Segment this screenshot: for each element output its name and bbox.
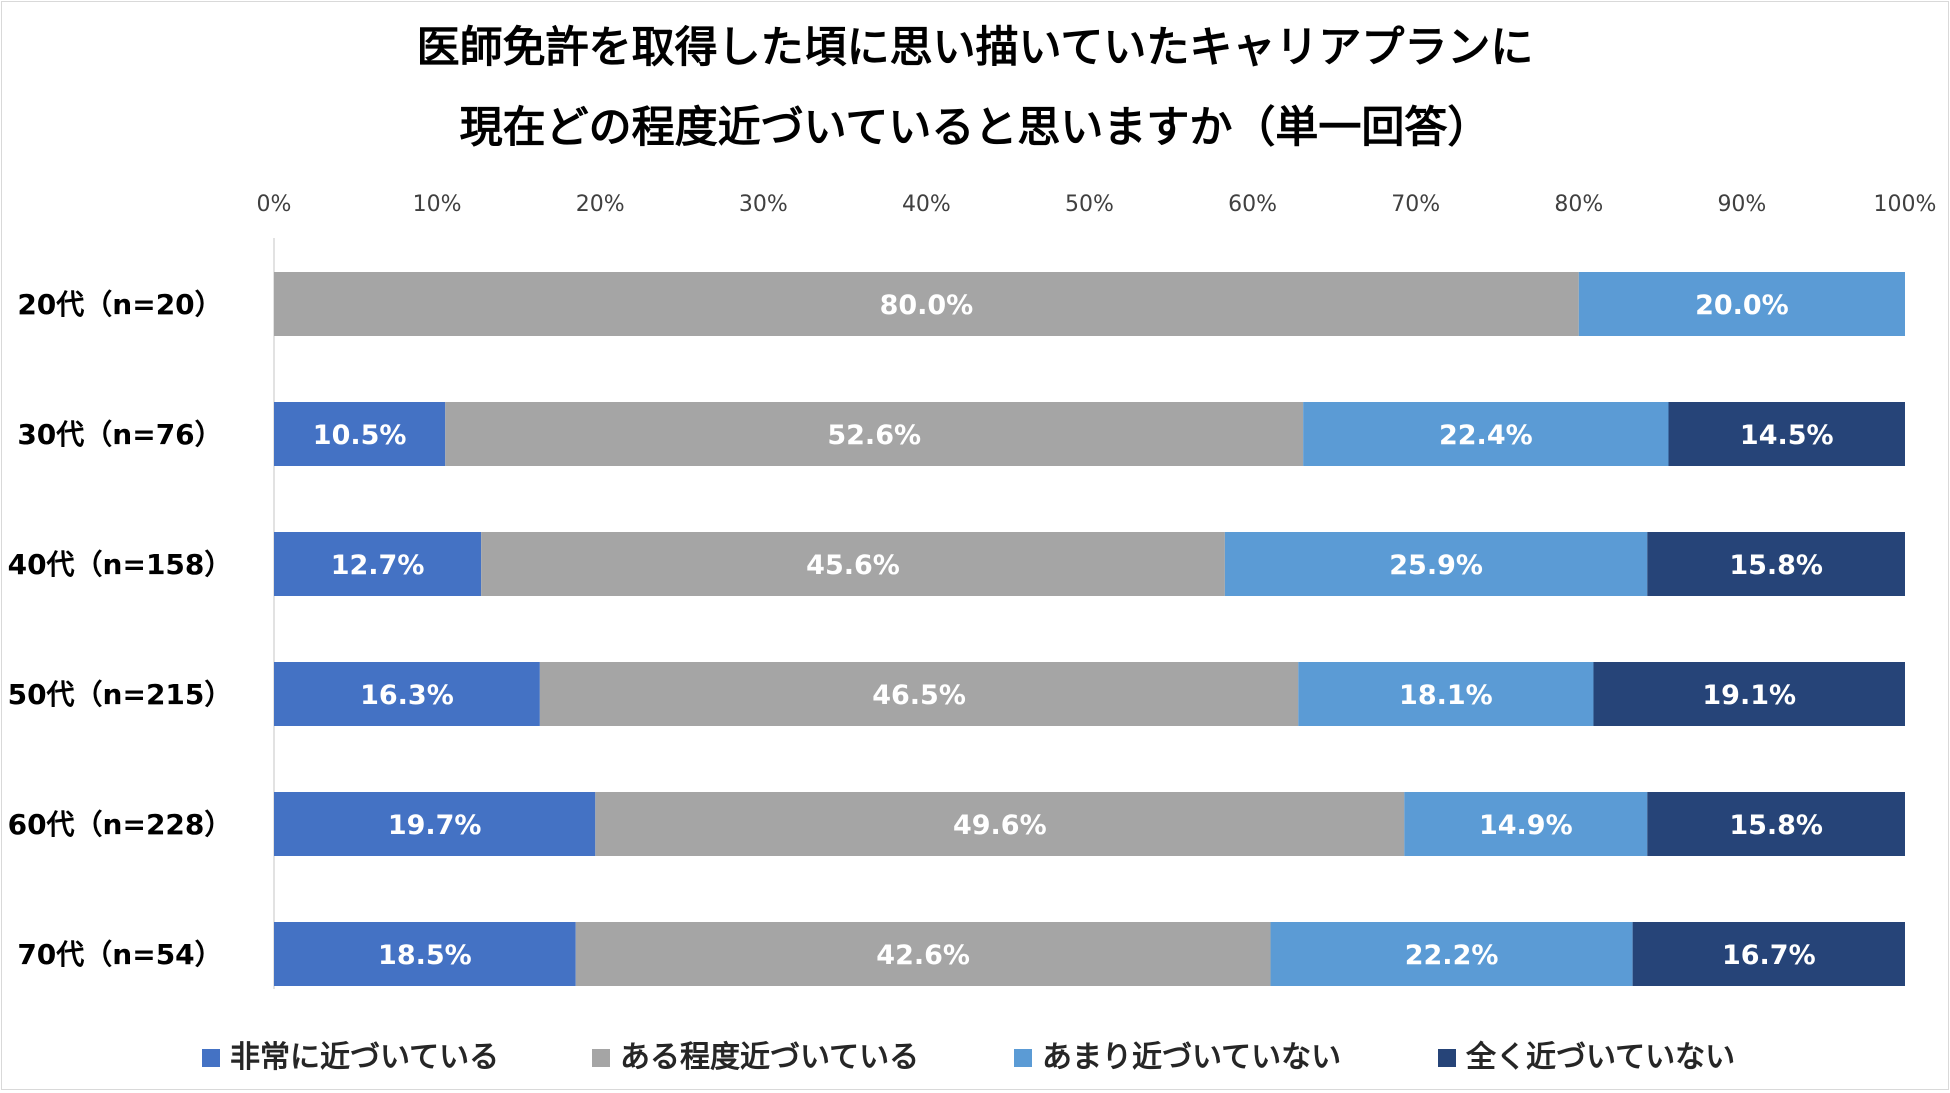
chart-title-line-1: 医師免許を取得した頃に思い描いていたキャリアプランに <box>417 23 1534 73</box>
data-label: 16.3% <box>360 680 454 711</box>
category-label: 60代（n=228） <box>8 808 233 841</box>
bar-segment <box>1668 402 1905 466</box>
legend-label: 全く近づいていない <box>1465 1040 1735 1075</box>
bar-segment <box>575 922 1271 986</box>
x-tick-label: 0% <box>257 192 292 217</box>
bar-segment <box>274 402 446 466</box>
legend-swatch <box>592 1049 610 1067</box>
x-tick-label: 20% <box>576 192 625 217</box>
category-label: 30代（n=76） <box>17 418 222 451</box>
data-label: 46.5% <box>872 680 966 711</box>
data-label: 10.5% <box>313 420 407 451</box>
bar-segment <box>1404 792 1648 856</box>
bar-row: 60代（n=228） 19.7% 49.6% 14.9% 15.8% <box>8 792 1905 856</box>
bar-row: 70代（n=54） 18.5% 42.6% 22.2% 16.7% <box>17 922 1905 986</box>
category-label: 70代（n=54） <box>17 938 222 971</box>
x-tick-label: 60% <box>1228 192 1277 217</box>
bar-segment <box>274 922 576 986</box>
data-label: 19.7% <box>388 810 482 841</box>
legend-label: あまり近づいていない <box>1042 1040 1341 1075</box>
data-label: 22.2% <box>1405 940 1499 971</box>
bar-segment <box>1224 532 1648 596</box>
data-label: 19.1% <box>1702 680 1796 711</box>
data-label: 12.7% <box>331 550 425 581</box>
legend-swatch <box>1438 1049 1456 1067</box>
bar-segment <box>1632 922 1905 986</box>
data-label: 42.6% <box>876 940 970 971</box>
bar-segment <box>539 662 1299 726</box>
x-tick-label: 10% <box>413 192 462 217</box>
data-label: 18.5% <box>378 940 472 971</box>
category-label: 50代（n=215） <box>8 678 233 711</box>
bar-segment <box>595 792 1405 856</box>
category-label: 40代（n=158） <box>8 548 233 581</box>
legend: 非常に近づいている ある程度近づいている あまり近づいていない 全く近づいていない <box>202 1040 1735 1075</box>
data-label: 14.5% <box>1740 420 1834 451</box>
data-label: 16.7% <box>1722 940 1816 971</box>
bar-segment <box>1647 532 1905 596</box>
legend-item: 非常に近づいている <box>202 1040 499 1075</box>
bar-rows: 20代（n=20） 80.0% 20.0% 30代（n=76） 10.5% 52.6% 22… <box>8 272 1905 986</box>
bar-row: 40代（n=158） 12.7% 45.6% 25.9% 15.8% <box>8 532 1905 596</box>
data-label: 15.8% <box>1729 810 1823 841</box>
data-label: 25.9% <box>1389 550 1483 581</box>
bar-segment <box>1303 402 1669 466</box>
x-tick-label: 90% <box>1717 192 1766 217</box>
data-label: 14.9% <box>1479 810 1573 841</box>
bar-segment <box>1298 662 1594 726</box>
data-label: 15.8% <box>1729 550 1823 581</box>
bar-segment <box>274 532 482 596</box>
legend-swatch <box>202 1049 220 1067</box>
bar-segment <box>1270 922 1633 986</box>
bar-segment <box>1647 792 1905 856</box>
legend-item: ある程度近づいている <box>592 1040 919 1075</box>
legend-label: 非常に近づいている <box>230 1040 499 1075</box>
legend-swatch <box>1014 1049 1032 1067</box>
legend-label: ある程度近づいている <box>620 1040 919 1075</box>
bar-segment <box>274 662 540 726</box>
chart-title-line-2: 現在どの程度近づいていると思いますか（単一回答） <box>460 103 1491 153</box>
data-label: 49.6% <box>953 810 1047 841</box>
x-tick-label: 70% <box>1391 192 1440 217</box>
x-tick-label: 30% <box>739 192 788 217</box>
data-label: 45.6% <box>806 550 900 581</box>
bar-row: 20代（n=20） 80.0% 20.0% <box>17 272 1905 336</box>
bar-row: 30代（n=76） 10.5% 52.6% 22.4% 14.5% <box>17 402 1905 466</box>
data-label: 20.0% <box>1695 290 1789 321</box>
data-label: 22.4% <box>1439 420 1533 451</box>
bar-row: 50代（n=215） 16.3% 46.5% 18.1% 19.1% <box>8 662 1905 726</box>
legend-item: あまり近づいていない <box>1014 1040 1341 1075</box>
x-tick-label: 40% <box>902 192 951 217</box>
x-tick-label: 80% <box>1554 192 1603 217</box>
x-axis-ticks: 0% 10% 20% 30% 40% 50% 60% 70% 80% 90% 100% <box>257 192 1937 217</box>
x-tick-label: 100% <box>1874 192 1937 217</box>
legend-item: 全く近づいていない <box>1438 1040 1735 1075</box>
bar-segment <box>445 402 1304 466</box>
bar-segment <box>1593 662 1905 726</box>
data-label: 52.6% <box>827 420 921 451</box>
category-label: 20代（n=20） <box>17 288 222 321</box>
bar-segment <box>274 272 1579 336</box>
x-tick-label: 50% <box>1065 192 1114 217</box>
data-label: 80.0% <box>880 290 974 321</box>
data-label: 18.1% <box>1399 680 1493 711</box>
bar-segment <box>274 792 596 856</box>
bar-segment <box>1578 272 1905 336</box>
bar-segment <box>481 532 1225 596</box>
